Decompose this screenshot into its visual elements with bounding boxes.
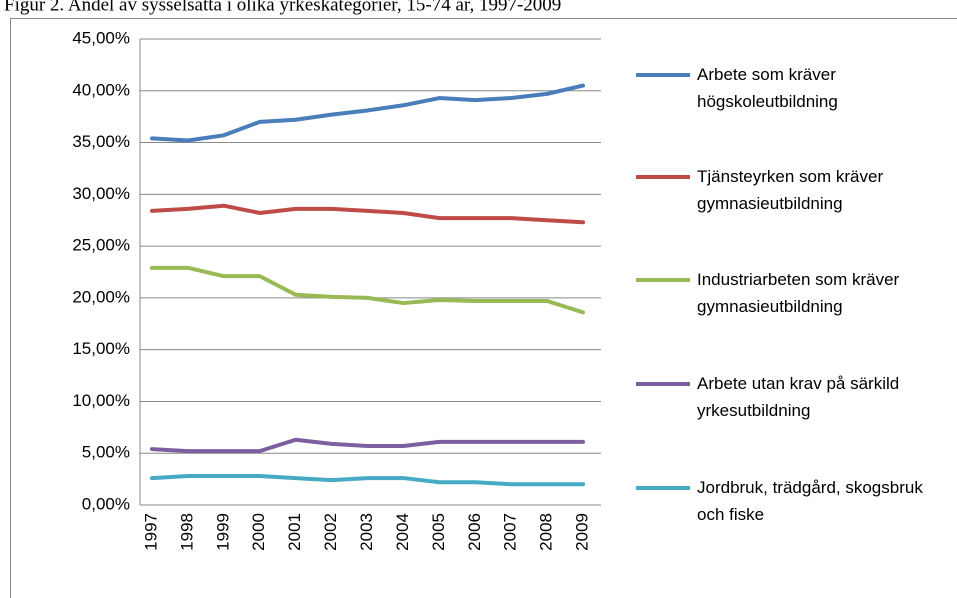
- y-tick-label: 45,00%: [72, 28, 130, 47]
- series-line: [149, 83, 586, 143]
- y-tick-label: 15,00%: [72, 339, 130, 358]
- x-tick-label: 1998: [177, 513, 196, 551]
- x-tick-label: 2001: [285, 513, 304, 551]
- x-tick-label: 2007: [501, 513, 520, 551]
- series-line: [149, 474, 586, 487]
- legend-label: Jordbruk, trädgård, skogsbruk och fiske: [697, 478, 923, 524]
- series-line: [149, 265, 586, 315]
- legend-label: Tjänsteyrken som kräver gymnasieutbildni…: [697, 167, 884, 213]
- chart-frame: [10, 18, 957, 598]
- series-line: [149, 203, 586, 225]
- legend-label: Industriarbeten som kräver gymnasieutbil…: [697, 270, 900, 316]
- y-tick-label: 35,00%: [72, 132, 130, 151]
- legend-label: Arbete som kräver högskoleutbildning: [697, 65, 838, 111]
- x-tick-label: 2009: [573, 513, 592, 551]
- x-tick-label: 2005: [429, 513, 448, 551]
- x-tick-label: 1997: [141, 513, 160, 551]
- x-tick-label: 2003: [357, 513, 376, 551]
- chart-title: Figur 2. Andel av sysselsatta i olika yr…: [4, 0, 561, 15]
- y-tick-label: 30,00%: [72, 184, 130, 203]
- x-tick-label: 2008: [537, 513, 556, 551]
- y-tick-label: 40,00%: [72, 80, 130, 99]
- y-tick-label: 25,00%: [72, 236, 130, 255]
- x-tick-label: 1999: [213, 513, 232, 551]
- series-line: [149, 437, 586, 454]
- x-tick-label: 2002: [321, 513, 340, 551]
- legend-label: Arbete utan krav på särkild yrkesutbildn…: [697, 374, 900, 420]
- y-tick-label: 5,00%: [82, 443, 130, 462]
- y-tick-label: 10,00%: [72, 391, 130, 410]
- x-tick-label: 2004: [393, 513, 412, 551]
- x-tick-label: 2000: [249, 513, 268, 551]
- x-tick-label: 2006: [465, 513, 484, 551]
- y-tick-label: 20,00%: [72, 287, 130, 306]
- y-tick-label: 0,00%: [82, 494, 130, 513]
